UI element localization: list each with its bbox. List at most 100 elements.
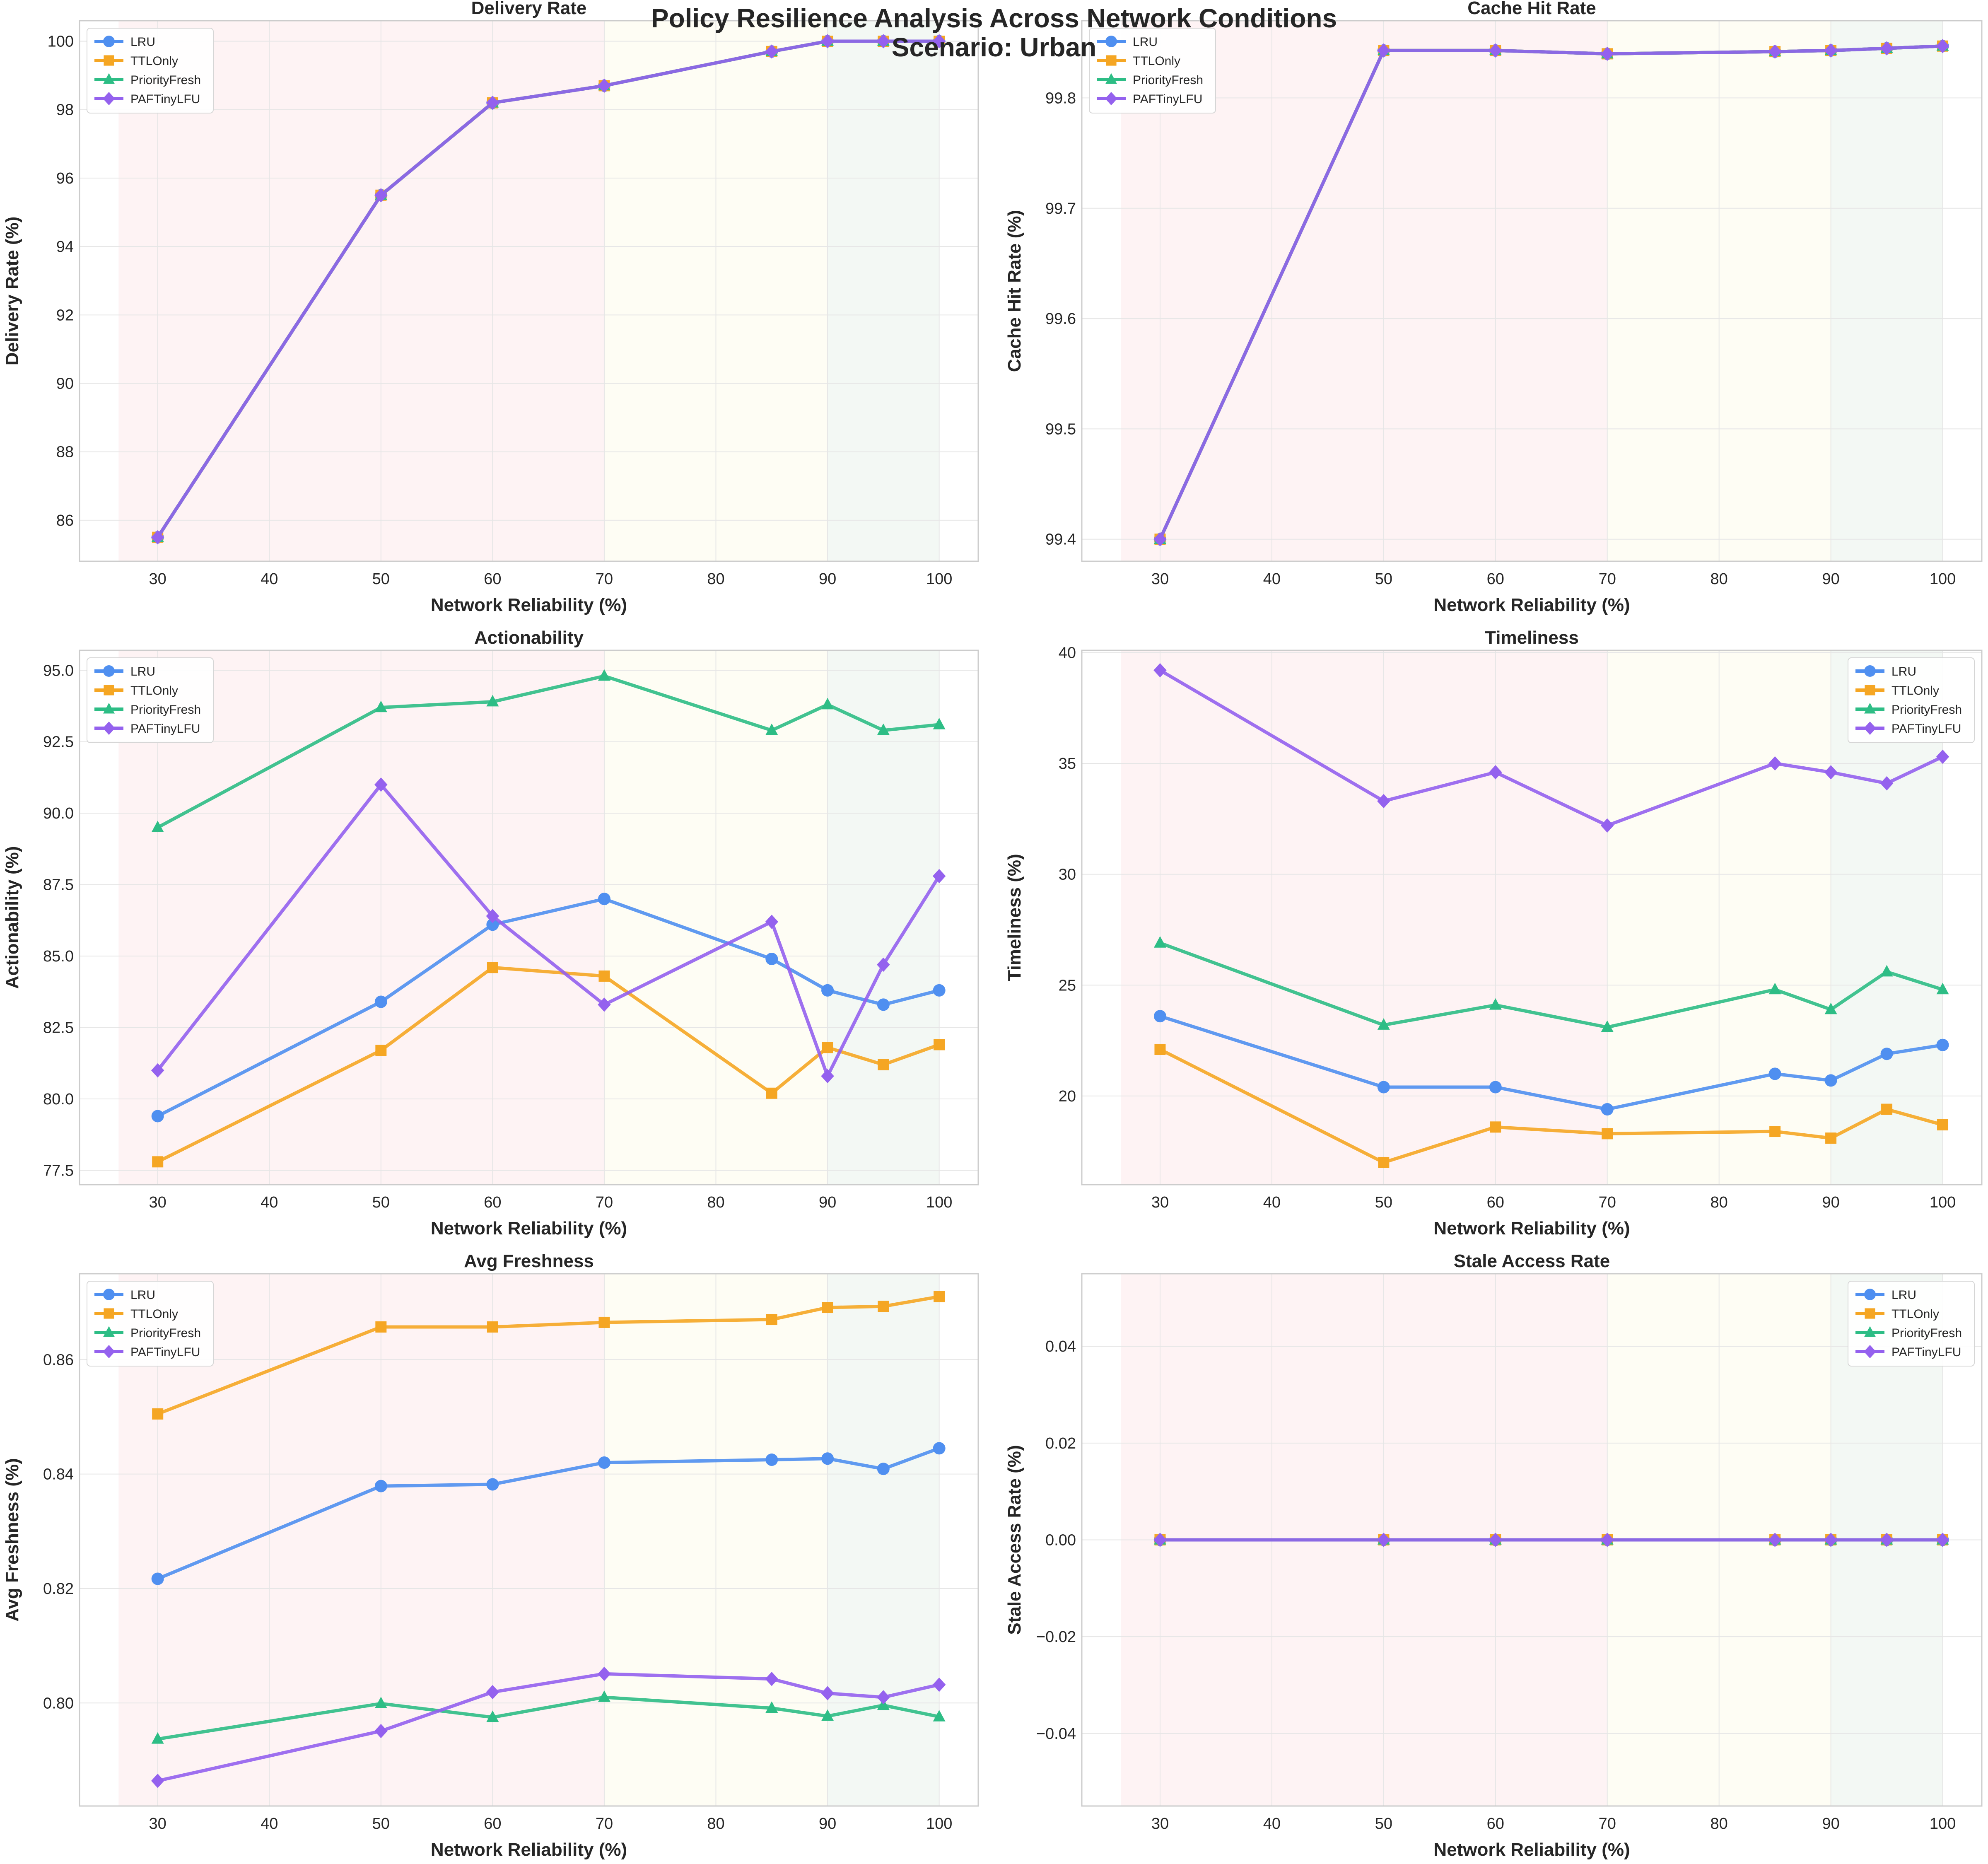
data-point bbox=[765, 1701, 778, 1713]
data-point bbox=[821, 1452, 834, 1465]
y-tick-label: 96 bbox=[56, 170, 74, 187]
data-point bbox=[766, 1314, 777, 1326]
y-tick-label: 86 bbox=[56, 512, 74, 529]
legend: LRU TTLOnly PriorityFresh PAFTinyLFU bbox=[87, 1281, 214, 1367]
x-tick-label: 50 bbox=[1375, 1194, 1392, 1211]
data-point bbox=[1824, 1074, 1837, 1087]
legend-box bbox=[1848, 1281, 1975, 1367]
legend: LRU TTLOnly PriorityFresh PAFTinyLFU bbox=[1089, 28, 1216, 113]
x-tick-label: 30 bbox=[149, 570, 166, 588]
data-point bbox=[1768, 756, 1782, 771]
data-point bbox=[932, 34, 946, 48]
legend-marker bbox=[1106, 55, 1117, 66]
panel-title: Avg Freshness bbox=[464, 1251, 594, 1271]
data-point bbox=[1880, 965, 1893, 977]
data-point bbox=[933, 1709, 946, 1722]
y-tick-label: 87.5 bbox=[43, 876, 74, 894]
legend-label: TTLOnly bbox=[1891, 684, 1939, 698]
y-tick-label: 20 bbox=[1059, 1088, 1076, 1105]
x-tick-label: 80 bbox=[1711, 1194, 1728, 1211]
data-point bbox=[765, 44, 779, 59]
data-point bbox=[765, 1454, 778, 1466]
data-point bbox=[486, 918, 499, 931]
data-point bbox=[1881, 1103, 1893, 1115]
data-point bbox=[1601, 1103, 1614, 1116]
x-tick-label: 40 bbox=[1263, 1815, 1281, 1833]
y-tick-label: 94 bbox=[56, 238, 74, 256]
x-tick-label: 80 bbox=[1711, 570, 1728, 588]
x-tick-label: 70 bbox=[1599, 1815, 1616, 1833]
legend-marker bbox=[104, 685, 114, 695]
legend-label: PAFTinyLFU bbox=[130, 722, 200, 736]
data-point bbox=[1377, 1533, 1390, 1547]
data-point bbox=[487, 1321, 498, 1333]
data-point bbox=[598, 78, 611, 93]
data-point bbox=[821, 1686, 834, 1701]
legend-marker bbox=[1864, 721, 1876, 735]
y-tick-label: 99.4 bbox=[1045, 531, 1076, 548]
data-point bbox=[151, 1063, 164, 1078]
x-tick-label: 30 bbox=[1151, 1194, 1169, 1211]
series-line bbox=[1158, 1048, 1945, 1164]
legend-marker bbox=[104, 1308, 114, 1319]
legend-box bbox=[1089, 28, 1216, 113]
y-axis-label: Avg Freshness (%) bbox=[2, 1458, 22, 1621]
data-point bbox=[877, 723, 890, 735]
legend-marker bbox=[103, 1289, 115, 1300]
y-tick-label: 98 bbox=[56, 101, 74, 119]
series-line bbox=[156, 674, 941, 829]
legend-marker bbox=[1864, 1289, 1876, 1300]
chart-panel-1: 30 40 50 60 70 80 90 100 86 88 90 92 94 96 98 100 Delive… bbox=[2, 0, 979, 615]
data-point bbox=[1153, 532, 1167, 546]
y-tick-label: 99.7 bbox=[1045, 200, 1076, 217]
data-point bbox=[877, 1463, 890, 1475]
data-point bbox=[1824, 43, 1838, 58]
series-lru bbox=[151, 1442, 946, 1585]
data-point bbox=[486, 909, 499, 923]
legend-marker bbox=[103, 703, 115, 714]
series-line bbox=[156, 966, 941, 1164]
data-point bbox=[374, 777, 388, 792]
data-point bbox=[486, 1710, 499, 1722]
data-point bbox=[1936, 983, 1949, 995]
legend: LRU TTLOnly PriorityFresh PAFTinyLFU bbox=[1848, 657, 1975, 743]
reliability-zone-3 bbox=[828, 21, 939, 561]
data-point bbox=[1936, 1038, 1949, 1051]
legend-label: TTLOnly bbox=[1133, 54, 1180, 68]
data-point bbox=[877, 1690, 890, 1705]
data-point bbox=[877, 998, 890, 1011]
series-lru bbox=[1153, 1010, 1949, 1116]
data-point bbox=[765, 915, 779, 929]
legend: LRU TTLOnly PriorityFresh PAFTinyLFU bbox=[87, 657, 214, 743]
data-point bbox=[374, 188, 388, 203]
y-tick-label: 30 bbox=[1059, 866, 1076, 884]
x-tick-label: 100 bbox=[1930, 570, 1956, 588]
data-point bbox=[932, 1677, 946, 1692]
data-point bbox=[486, 695, 499, 707]
data-point bbox=[598, 893, 610, 905]
series-ttlonly bbox=[152, 962, 945, 1168]
series-line bbox=[156, 1295, 941, 1416]
data-point bbox=[1769, 1126, 1781, 1137]
y-axis-label: Delivery Rate (%) bbox=[2, 217, 22, 365]
series-paftinylfu bbox=[151, 34, 946, 545]
data-point bbox=[151, 1773, 164, 1788]
data-point bbox=[1490, 1121, 1501, 1133]
data-point bbox=[1936, 749, 1949, 764]
y-tick-label: 95.0 bbox=[43, 662, 74, 679]
series-line bbox=[156, 897, 941, 1118]
x-tick-label: 90 bbox=[1822, 570, 1839, 588]
x-axis-label: Network Reliability (%) bbox=[431, 595, 627, 615]
series-line bbox=[1158, 669, 1945, 827]
legend-marker bbox=[1105, 36, 1117, 47]
panel-title: Cache Hit Rate bbox=[1467, 0, 1596, 18]
data-point bbox=[598, 970, 610, 982]
data-point bbox=[486, 95, 499, 110]
reliability-zone-3 bbox=[828, 1274, 939, 1806]
x-tick-label: 60 bbox=[1487, 1815, 1504, 1833]
data-point bbox=[598, 997, 611, 1012]
legend-marker bbox=[1864, 665, 1876, 677]
legend-label: PAFTinyLFU bbox=[1891, 722, 1961, 736]
x-axis-label: Network Reliability (%) bbox=[1433, 1840, 1630, 1860]
data-point bbox=[1153, 936, 1166, 948]
